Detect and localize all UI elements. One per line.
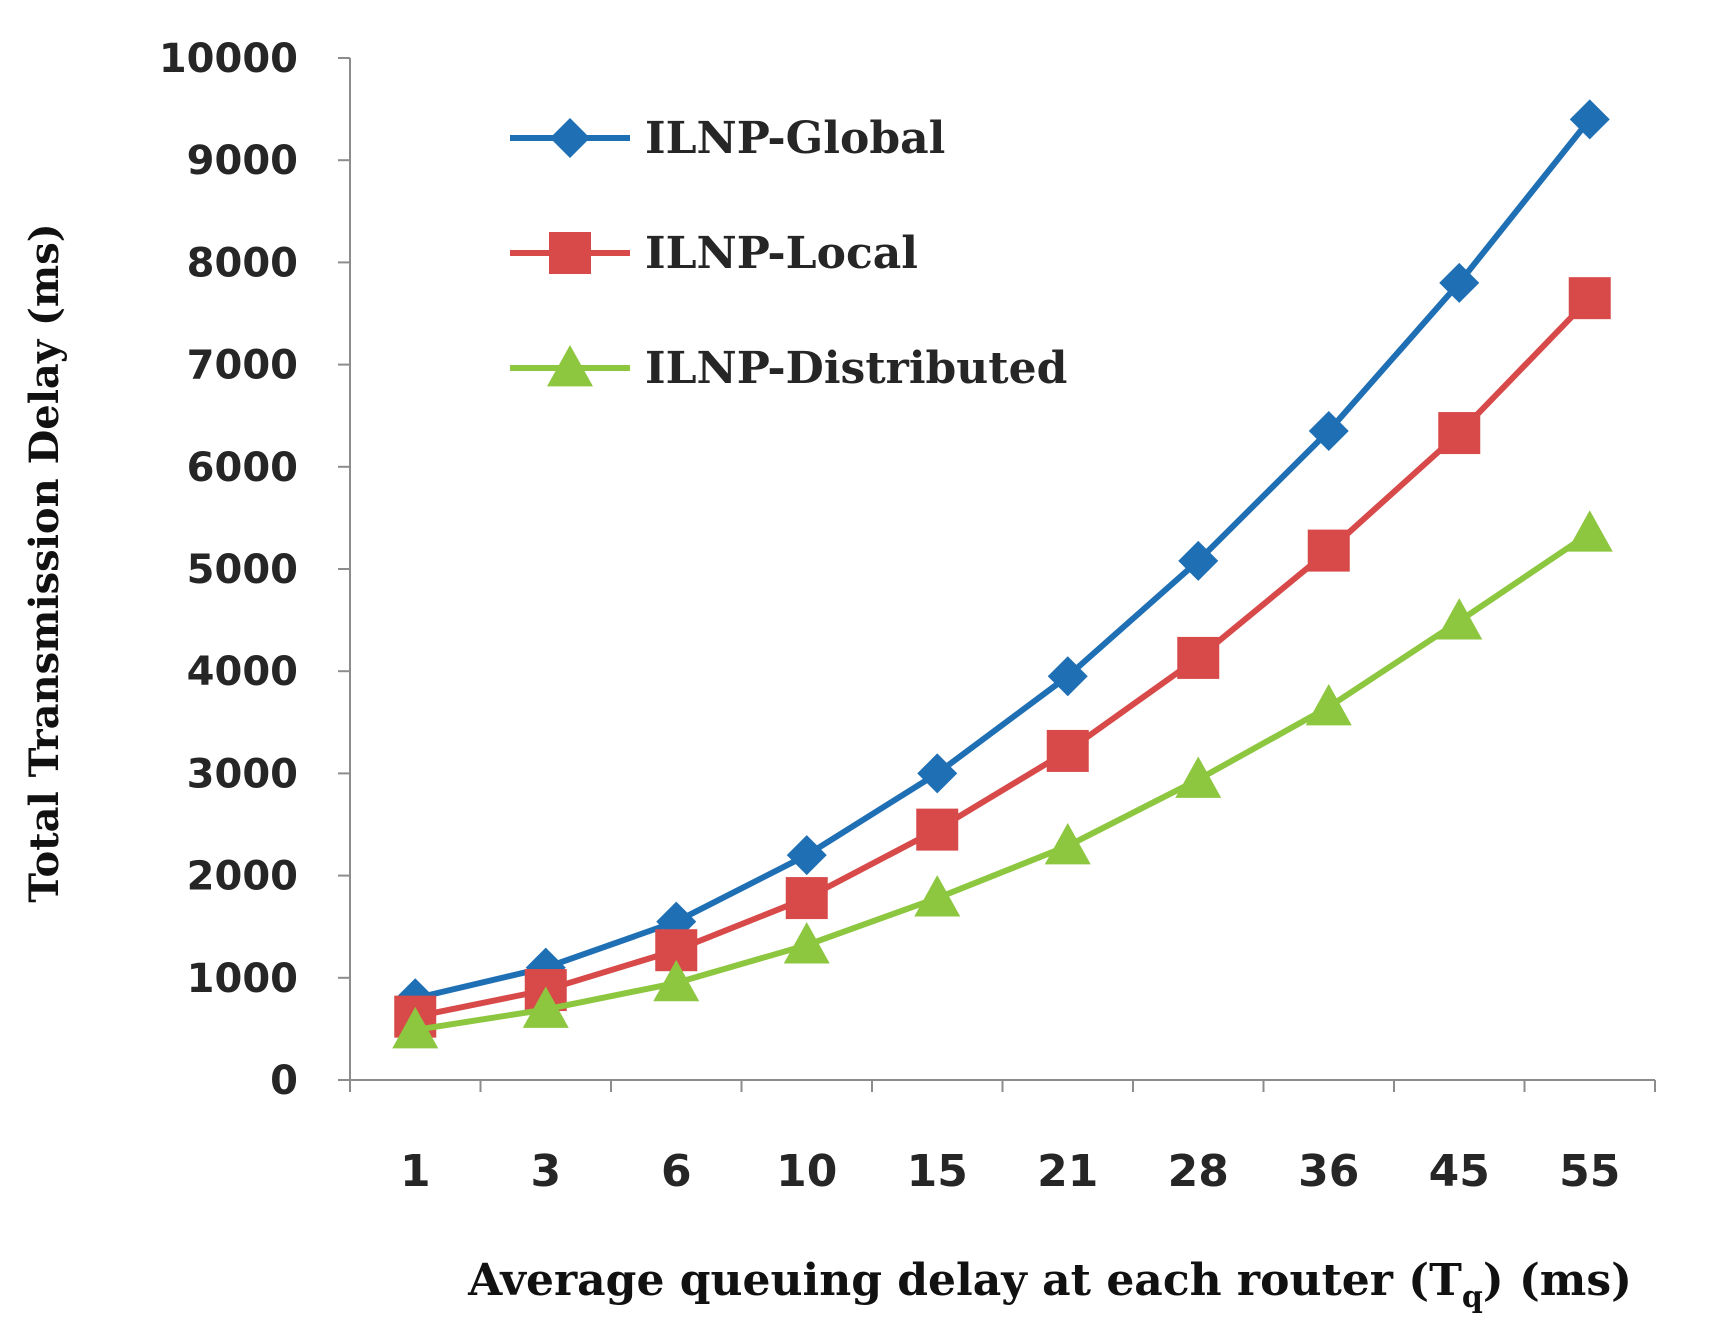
y-tick-label: 7000: [187, 343, 298, 389]
legend-entry: ILNP-Local: [510, 228, 918, 279]
series-ilnp-distributed: [392, 510, 1613, 1049]
x-tick-label: 10: [776, 1146, 837, 1197]
data-point: [1566, 510, 1613, 552]
x-tick-label: 15: [907, 1146, 968, 1197]
data-point: [916, 808, 959, 851]
x-tick-labels: 1 3 6 10 15 21 28 36 45 55: [349, 1080, 1656, 1197]
data-point: [785, 877, 828, 920]
y-tick-label: 3000: [187, 751, 298, 797]
data-point: [1307, 529, 1350, 572]
x-tick-label: 36: [1298, 1146, 1359, 1197]
x-axis-title-main: Average queuing delay at each router (T: [467, 1255, 1462, 1306]
data-point: [1044, 822, 1091, 865]
series-layer: [392, 99, 1613, 1049]
x-tick-label: 6: [661, 1146, 692, 1197]
legend-marker: [549, 232, 591, 274]
data-point: [1177, 636, 1220, 679]
x-tick-label: 28: [1168, 1146, 1229, 1197]
data-point: [1436, 598, 1483, 640]
legend-marker: [550, 118, 590, 158]
x-tick-label: 21: [1037, 1146, 1098, 1197]
y-tick-label: 5000: [187, 547, 298, 593]
y-tick-label: 0: [270, 1058, 298, 1104]
legend-label: ILNP-Local: [645, 228, 918, 279]
data-point: [783, 922, 830, 964]
series-line: [412, 116, 1593, 1002]
x-tick-label: 1: [400, 1146, 431, 1197]
data-point: [392, 1006, 439, 1049]
data-point: [1439, 262, 1480, 303]
y-axis-title: Total Transmission Delay (ms): [21, 223, 68, 902]
data-point: [1305, 683, 1352, 726]
legend: ILNP-Global ILNP-Local ILNP-Distributed: [510, 113, 1067, 394]
y-tick-labels: 0 1000 2000 3000 4000 5000 6000 7000 8000 9000 100…: [159, 36, 350, 1104]
data-point: [1568, 277, 1611, 320]
data-point: [1047, 656, 1088, 697]
y-tick-label: 10000: [159, 36, 298, 82]
legend-marker: [547, 345, 593, 387]
data-point: [653, 959, 700, 1002]
y-tick-label: 6000: [187, 445, 298, 491]
axes: [349, 58, 1655, 1081]
data-point: [786, 835, 827, 876]
x-axis-title: Average queuing delay at each router (Tq…: [467, 1255, 1632, 1315]
data-point: [522, 986, 569, 1028]
data-point: [1178, 540, 1219, 581]
y-tick-label: 9000: [187, 138, 298, 184]
y-tick-label: 8000: [187, 240, 298, 286]
series-line: [412, 295, 1593, 1020]
x-axis-title-subscript: q: [1462, 1280, 1483, 1315]
y-tick-label: 2000: [187, 854, 298, 900]
data-point: [1569, 99, 1610, 140]
data-point: [1438, 412, 1481, 455]
x-tick-label: 3: [530, 1146, 561, 1197]
x-axis-title-tail: ) (ms): [1483, 1255, 1632, 1306]
data-point: [1175, 756, 1222, 798]
y-tick-label: 4000: [187, 649, 298, 695]
legend-entry: ILNP-Global: [510, 113, 945, 164]
data-point: [1046, 729, 1089, 772]
data-point: [1308, 411, 1349, 452]
x-tick-label: 45: [1429, 1146, 1490, 1197]
data-point: [914, 875, 961, 917]
legend-label: ILNP-Global: [645, 113, 945, 164]
x-tick-label: 55: [1559, 1146, 1620, 1197]
series-line: [412, 530, 1593, 1033]
y-tick-label: 1000: [187, 956, 298, 1002]
legend-entry: ILNP-Distributed: [510, 343, 1067, 394]
series-ilnp-global: [395, 99, 1610, 1019]
data-point: [917, 753, 958, 794]
legend-label: ILNP-Distributed: [645, 343, 1067, 394]
